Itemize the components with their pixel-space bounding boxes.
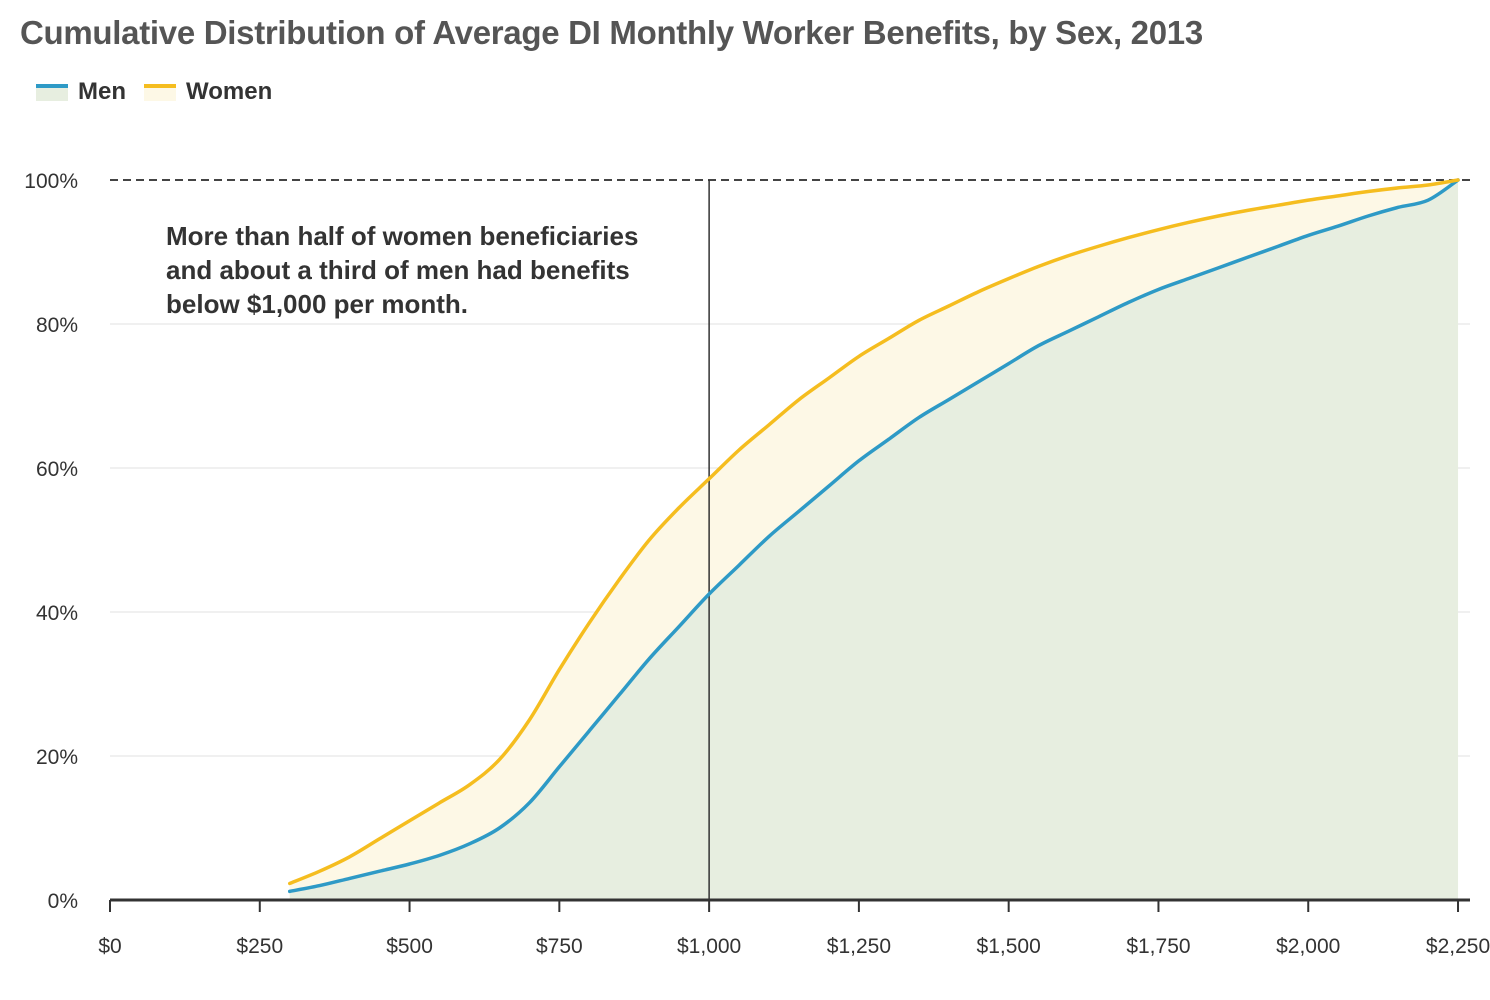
legend-label-men: Men <box>78 78 126 105</box>
x-tick-label: $2,000 <box>1276 935 1340 958</box>
annotation-line: More than half of women beneficiaries <box>166 221 638 251</box>
y-tick-label: 40% <box>36 602 78 625</box>
y-tick-label: 20% <box>36 746 78 769</box>
legend-label-women: Women <box>186 78 273 105</box>
x-tick-label: $250 <box>236 935 283 958</box>
x-tick-label: $1,000 <box>677 935 741 958</box>
annotation-line: below $1,000 per month. <box>166 289 468 319</box>
x-tick-label: $500 <box>386 935 433 958</box>
y-tick-label: 100% <box>24 170 78 193</box>
area-men <box>289 180 1459 900</box>
reference-layer <box>110 179 1470 900</box>
legend-item-women[interactable]: Women <box>144 78 272 106</box>
series-line-women <box>287 178 1460 886</box>
x-tick-label: $2,250 <box>1426 935 1490 958</box>
tick-labels: 0% 20% 40% 60% 80% 100% $0 $250 $500 $750 $1,000 $1… <box>24 170 1490 958</box>
area-layer <box>289 180 1459 900</box>
y-tick-label: 0% <box>48 890 78 913</box>
axis-layer <box>109 898 1470 912</box>
series-line-men <box>287 178 1460 894</box>
chart-title: Cumulative Distribution of Average DI Mo… <box>20 14 1203 51</box>
legend: Men Women <box>36 78 290 106</box>
x-tick-label: $750 <box>536 935 583 958</box>
x-tick-label: $1,500 <box>977 935 1041 958</box>
x-tick-label: $1,250 <box>827 935 891 958</box>
annotation-text: More than half of women beneficiaries and… <box>166 221 638 319</box>
x-tick-label: $1,750 <box>1126 935 1190 958</box>
series-lines <box>287 178 1460 894</box>
x-tick-label: $0 <box>98 935 121 958</box>
legend-swatch-men <box>36 83 68 101</box>
y-tick-label: 60% <box>36 458 78 481</box>
annotation-line: and about a third of men had benefits <box>166 255 630 285</box>
legend-swatch-women <box>144 83 176 101</box>
y-tick-label: 80% <box>36 314 78 337</box>
legend-item-men[interactable]: Men <box>36 78 126 106</box>
annotation-layer: More than half of women beneficiaries and… <box>166 221 638 319</box>
